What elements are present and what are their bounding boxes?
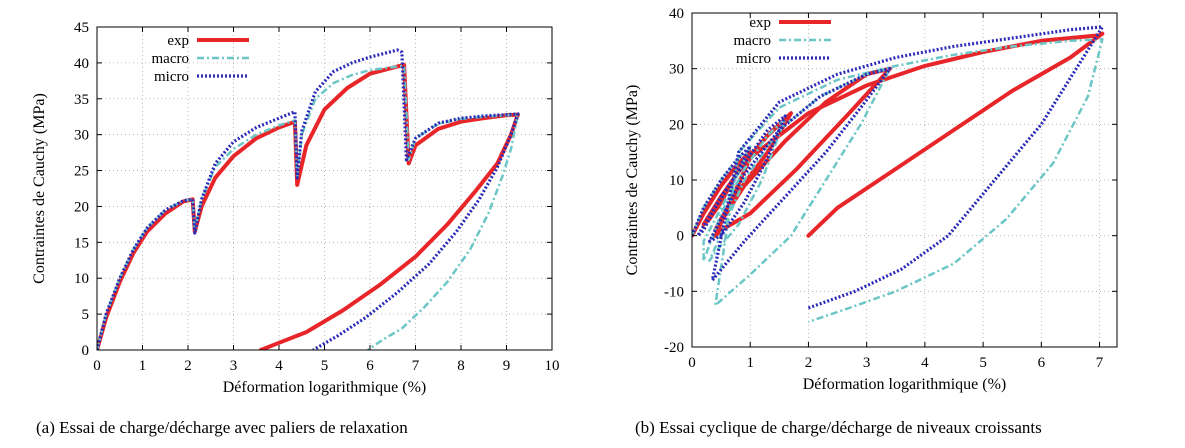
chart-b: 0 1 2 3 4 5 6 7 -20 -10 0 10 20 30 40 Déformation logar… (624, 6, 1117, 393)
x-tick-label: 9 (503, 358, 511, 374)
series-line-macro (97, 66, 518, 350)
legend-label-macro: macro (734, 33, 771, 49)
x-tick-label: 1 (139, 358, 147, 374)
y-tick-label: 10 (669, 173, 684, 189)
y-tick-label: 30 (669, 62, 684, 78)
y-tick-label: 40 (74, 56, 89, 72)
series-group (692, 27, 1102, 322)
x-tick-label: 1 (746, 355, 754, 371)
x-tick-label: 8 (457, 358, 465, 374)
x-tick-label: 6 (366, 358, 374, 374)
x-tick-label: 3 (863, 355, 871, 371)
series-group (97, 50, 518, 350)
y-tick-label: 25 (74, 164, 89, 180)
legend-label-micro: micro (736, 51, 771, 67)
series-line-macro (692, 39, 1102, 322)
x-tick-label: 10 (545, 358, 560, 374)
x-tick-label: 2 (805, 355, 813, 371)
x-tick-label: 3 (230, 358, 238, 374)
y-tick-label: 30 (74, 128, 89, 144)
y-tick-label: 10 (74, 271, 89, 287)
y-tick-label: 5 (82, 307, 90, 323)
legend-label-exp: exp (167, 33, 189, 49)
y-axis-label: Contraintes de Cauchy (MPa) (624, 85, 641, 276)
x-tick-label: 2 (184, 358, 192, 374)
x-tick-label: 7 (412, 358, 420, 374)
y-tick-label: 45 (74, 20, 89, 36)
x-tick-label: 5 (979, 355, 987, 371)
chart-a: 0 1 2 3 4 5 6 7 8 9 10051015202530354045Déformatio… (31, 20, 560, 396)
legend-label-macro: macro (152, 51, 189, 67)
y-tick-label: -20 (664, 340, 684, 356)
y-axis-label: Contraintes de Cauchy (MPa) (31, 93, 48, 284)
x-axis-label: Déformation logarithmique (%) (223, 379, 427, 396)
x-tick-label: 0 (688, 355, 696, 371)
x-tick-label: 4 (921, 355, 929, 371)
series-line-exp (97, 65, 518, 350)
x-tick-label: 0 (93, 358, 101, 374)
legend-label-micro: micro (154, 69, 189, 85)
x-tick-label: 4 (275, 358, 283, 374)
x-tick-label: 7 (1096, 355, 1104, 371)
series-line-micro (97, 50, 518, 350)
y-tick-label: -10 (664, 284, 684, 300)
x-tick-label: 6 (1038, 355, 1046, 371)
y-tick-label: 20 (669, 117, 684, 133)
legend-label-exp: exp (749, 15, 771, 31)
x-tick-label: 5 (321, 358, 329, 374)
y-tick-label: 40 (669, 6, 684, 22)
y-tick-label: 20 (74, 199, 89, 215)
caption-a: (a) Essai de charge/décharge avec palier… (36, 418, 408, 438)
y-tick-label: 15 (74, 235, 89, 251)
y-tick-label: 0 (677, 229, 685, 245)
y-tick-label: 0 (82, 343, 90, 359)
y-tick-label: 35 (74, 92, 89, 108)
x-axis-label: Déformation logarithmique (%) (803, 376, 1007, 393)
caption-b: (b) Essai cyclique de charge/décharge de… (635, 418, 1042, 438)
